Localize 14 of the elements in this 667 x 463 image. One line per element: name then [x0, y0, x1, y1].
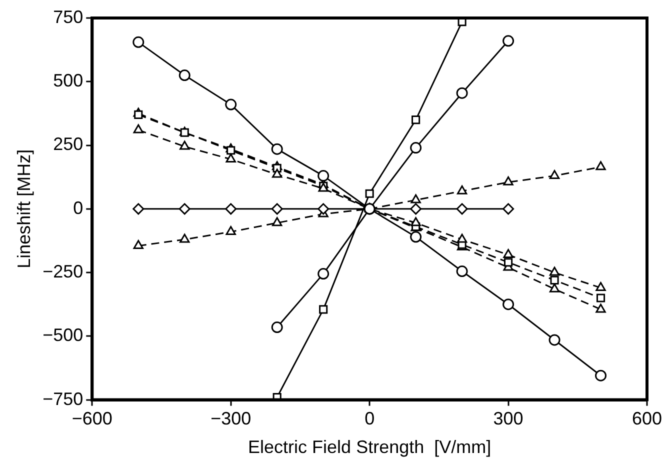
- y-tick-label: 250: [53, 134, 84, 154]
- x-tick-label: 600: [632, 408, 662, 429]
- y-tick-label: −500: [42, 325, 84, 346]
- y-tick-label: 0: [73, 198, 84, 218]
- y-tick-label: 750: [53, 6, 84, 27]
- x-tick-label: −600: [72, 408, 112, 429]
- y-tick-label: −250: [42, 262, 84, 282]
- x-axis-title: Electric Field Strength [V/mm]: [248, 437, 492, 458]
- x-tick-label: 300: [493, 408, 524, 429]
- x-tick-label: 0: [364, 408, 375, 429]
- y-axis-title: Lineshift [MHz]: [14, 149, 34, 268]
- y-tick-label: −750: [42, 388, 84, 409]
- y-tick-label: 500: [53, 70, 84, 91]
- x-tick-label: −300: [210, 408, 252, 429]
